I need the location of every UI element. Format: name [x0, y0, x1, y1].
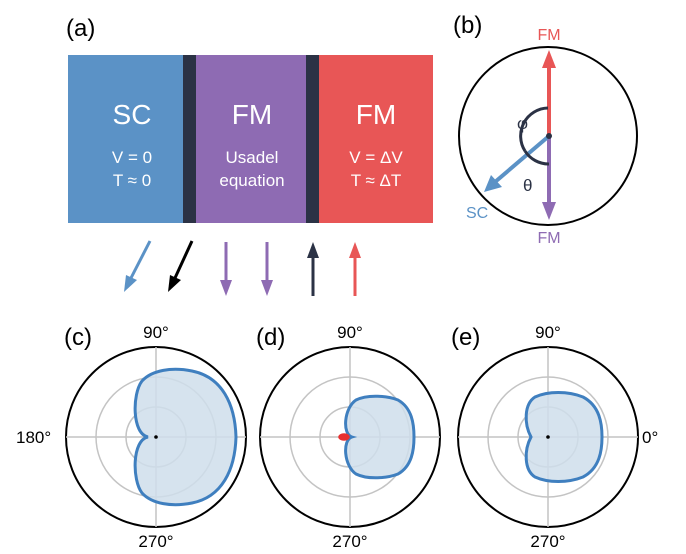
polar-c-bottom-label: 270° [138, 532, 173, 551]
polar-d-curve [344, 394, 416, 480]
fm-middle-line1: Usadel [226, 148, 279, 167]
polar-c-top-label: 90° [143, 323, 169, 342]
panel-e-label: (e) [451, 324, 480, 351]
magnetization-arrows [124, 240, 361, 296]
panel-c-label: (c) [64, 324, 92, 351]
barrier-2 [306, 55, 319, 223]
sc-block-title: SC [113, 99, 152, 130]
polar-c-left-label: 180° [16, 428, 51, 447]
angle-diagram: FM FM SC φ θ [458, 27, 638, 247]
fm-arrow-down-2 [261, 242, 273, 296]
sc-block-line1: V = 0 [112, 148, 152, 167]
polar-d-bottom-label: 270° [332, 532, 367, 551]
sc-block [68, 55, 183, 223]
polar-c-center [154, 435, 158, 439]
polar-plot-d: 90° 270° [259, 323, 441, 551]
polar-e-center [546, 435, 550, 439]
barrier-arrow-up [307, 242, 319, 296]
polar-plot-c: 90° 180° 270° [16, 323, 247, 551]
fm-right-line2: T ≈ ΔT [351, 171, 402, 190]
fm-right-line1: V = ΔV [349, 148, 403, 167]
origin-dot [546, 133, 552, 139]
phi-label: φ [517, 114, 528, 133]
panel-b-label: (b) [453, 12, 482, 39]
fm-right-title: FM [356, 99, 396, 130]
sc-block-line2: T ≈ 0 [113, 171, 151, 190]
sc-arrow [124, 240, 152, 292]
polar-c-curve [133, 367, 238, 507]
fm-middle-title: FM [232, 99, 272, 130]
fm-middle-line2: equation [219, 171, 284, 190]
polar-e-top-label: 90° [535, 323, 561, 342]
polar-d-top-label: 90° [337, 323, 363, 342]
angle-circle [458, 46, 638, 226]
polar-plot-e: 90° 0° 270° [457, 323, 658, 551]
bottom-fm-label: FM [537, 230, 560, 247]
theta-label: θ [523, 176, 532, 195]
fm-middle-block [196, 55, 306, 223]
barrier-1 [183, 55, 196, 223]
panel-a-label: (a) [66, 15, 95, 42]
fm-arrow-up [349, 242, 361, 296]
fm-up-arrowhead [542, 50, 556, 68]
polar-d-red-lobe [338, 433, 350, 441]
theta-arc [523, 150, 550, 166]
polar-e-bottom-label: 270° [530, 532, 565, 551]
polar-e-right-label: 0° [642, 428, 658, 447]
sc-direction-label: SC [466, 205, 488, 222]
fm-down-arrowhead [542, 202, 556, 220]
sc-vector [493, 134, 551, 184]
fm-right-block [319, 55, 433, 223]
fm-arrow-down-1 [220, 242, 232, 296]
sc-arrowhead [484, 175, 502, 192]
panel-d-label: (d) [256, 324, 285, 351]
barrier-arrow-black [168, 240, 194, 292]
top-fm-label: FM [537, 27, 560, 44]
layer-stack: SC V = 0 T ≈ 0 FM Usadel equation FM V =… [68, 55, 433, 223]
polar-e-curve [524, 391, 604, 483]
phi-arc [519, 106, 549, 152]
